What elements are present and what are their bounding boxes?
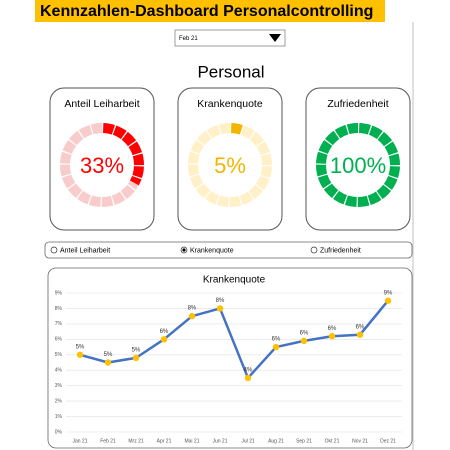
x-tick-label: Jun 21 bbox=[212, 438, 227, 444]
chart-title: Krankenquote bbox=[203, 275, 266, 286]
x-tick-label: Dez 21 bbox=[380, 438, 396, 444]
radio-button[interactable] bbox=[310, 246, 318, 254]
data-label: 6% bbox=[160, 329, 169, 335]
dropdown-value: Feb 21 bbox=[179, 36, 198, 42]
data-label: 9% bbox=[384, 290, 393, 296]
x-tick-label: Sep 21 bbox=[296, 438, 312, 444]
data-label: 6% bbox=[272, 337, 281, 343]
gauge-gaps bbox=[187, 122, 273, 208]
x-tick-label: Feb 21 bbox=[100, 438, 116, 444]
marker bbox=[356, 331, 364, 338]
x-tick-label: Nov 21 bbox=[352, 438, 368, 444]
x-tick-label: Apr 21 bbox=[157, 438, 172, 444]
header-title: Kennzahlen-Dashboard Personalcontrolling bbox=[40, 3, 373, 20]
kpi-value: 5% bbox=[214, 153, 246, 178]
x-tick-label: Okt 21 bbox=[325, 438, 340, 444]
radio-label[interactable]: Anteil Leiharbeit bbox=[60, 247, 110, 254]
gauge-gaps bbox=[59, 122, 145, 208]
dropdown-box[interactable] bbox=[174, 29, 286, 47]
dropdown-arrow[interactable] bbox=[269, 34, 281, 42]
marker bbox=[160, 336, 168, 343]
radio-button[interactable] bbox=[50, 246, 58, 254]
y-tick-label: 2% bbox=[55, 398, 63, 404]
kpi-title: Krankenquote bbox=[197, 98, 263, 110]
radio-label[interactable]: Krankenquote bbox=[190, 247, 234, 254]
radio-dot bbox=[182, 248, 186, 252]
data-label: 5% bbox=[76, 344, 85, 350]
x-tick-label: Mai 21 bbox=[184, 438, 199, 444]
marker bbox=[188, 312, 196, 320]
marker bbox=[328, 333, 336, 340]
kpi-title: Anteil Leiharbeit bbox=[64, 98, 139, 110]
kpi-value: 33% bbox=[80, 153, 124, 178]
y-tick-label: 1% bbox=[55, 414, 63, 420]
marker bbox=[244, 374, 252, 382]
data-label: 6% bbox=[328, 326, 337, 332]
radio-group bbox=[44, 241, 413, 259]
header-bar bbox=[35, 0, 385, 22]
data-label: 8% bbox=[216, 298, 225, 304]
x-tick-label: Jul 21 bbox=[241, 438, 255, 444]
x-tick-label: Jan 21 bbox=[72, 438, 87, 444]
marker bbox=[132, 354, 140, 362]
chart-box bbox=[47, 267, 413, 449]
data-label: 6% bbox=[300, 330, 309, 336]
line bbox=[79, 299, 389, 380]
marker bbox=[272, 343, 280, 351]
kpi-value: 100% bbox=[330, 153, 386, 178]
y-tick-label: 4% bbox=[55, 368, 63, 374]
gauge-gaps bbox=[315, 122, 401, 208]
y-tick-label: 0% bbox=[55, 429, 63, 435]
data-label: 5% bbox=[104, 352, 113, 358]
section-title: Personal bbox=[197, 62, 264, 81]
radio-label[interactable]: Zufriedenheit bbox=[320, 247, 361, 254]
y-tick-label: 9% bbox=[55, 290, 63, 296]
marker bbox=[216, 305, 224, 312]
marker bbox=[76, 351, 84, 358]
y-tick-label: 7% bbox=[55, 321, 63, 327]
data-label: 6% bbox=[356, 324, 365, 330]
kpi-title: Zufriedenheit bbox=[327, 98, 388, 110]
marker bbox=[384, 297, 392, 304]
y-tick-label: 5% bbox=[55, 352, 63, 358]
marker bbox=[104, 359, 112, 366]
dropdown[interactable]: Feb 21 bbox=[174, 29, 286, 47]
y-tick-label: 6% bbox=[55, 337, 63, 343]
x-tick-label: Mrz 21 bbox=[128, 438, 144, 444]
data-label: 5% bbox=[132, 347, 141, 353]
y-tick-label: 8% bbox=[55, 306, 63, 312]
y-tick-label: 3% bbox=[55, 383, 63, 389]
marker bbox=[300, 337, 308, 345]
data-label: 4% bbox=[244, 368, 253, 374]
data-label: 8% bbox=[188, 306, 197, 312]
x-tick-label: Aug 21 bbox=[268, 438, 284, 444]
